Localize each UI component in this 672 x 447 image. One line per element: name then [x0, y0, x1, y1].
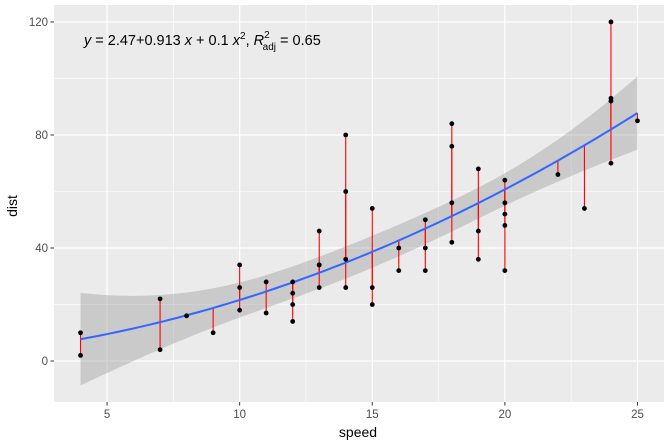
- y-tick-label: 80: [35, 130, 48, 142]
- regression-equation: y = 2.47+0.913 x + 0.1 x2, R2 adj = 0.65: [83, 30, 321, 53]
- data-point: [343, 285, 349, 290]
- data-point: [263, 279, 269, 285]
- data-point: [237, 307, 243, 313]
- data-point: [343, 189, 349, 194]
- data-point: [369, 206, 375, 211]
- plot-panel: [54, 5, 664, 402]
- data-point: [422, 217, 428, 223]
- data-point: [475, 228, 481, 234]
- data-point: [369, 285, 375, 290]
- data-point: [316, 228, 322, 234]
- data-point: [237, 262, 243, 268]
- data-point: [608, 95, 614, 101]
- data-point: [422, 268, 428, 274]
- eq-x-var2: x: [232, 33, 241, 49]
- y-tick-label: 0: [42, 356, 48, 368]
- data-point: [608, 160, 614, 166]
- data-point: [449, 200, 455, 206]
- eq-plus: + 0.1: [192, 33, 233, 49]
- data-point: [184, 313, 190, 319]
- y-axis-ticks: 0 40 80 120: [29, 17, 54, 368]
- eq-r-sub: adj: [263, 42, 276, 53]
- x-axis-title: speed: [339, 424, 377, 440]
- data-point: [157, 296, 163, 302]
- data-point: [502, 211, 508, 217]
- residual-lines: [79, 21, 639, 356]
- data-point: [475, 256, 481, 262]
- data-point: [502, 177, 508, 183]
- data-point: [316, 285, 322, 290]
- data-point: [475, 166, 481, 172]
- eq-main: = 2.47+0.913: [91, 33, 185, 49]
- x-tick-label: 15: [366, 409, 379, 421]
- data-point: [263, 310, 269, 316]
- data-point: [449, 121, 455, 127]
- eq-r-power: 2: [264, 30, 270, 41]
- eq-r-value: = 0.65: [276, 33, 321, 49]
- data-point: [635, 118, 640, 124]
- data-point: [555, 172, 561, 177]
- data-point: [78, 352, 83, 358]
- eq-y-var: y: [83, 33, 92, 49]
- data-point: [608, 19, 614, 25]
- eq-x-var: x: [184, 33, 193, 49]
- minor-gridlines: [54, 5, 664, 402]
- data-point: [157, 347, 163, 353]
- data-points: [78, 19, 640, 358]
- data-point: [343, 256, 349, 262]
- x-tick-label: 10: [233, 409, 246, 421]
- data-point: [449, 239, 455, 245]
- y-tick-label: 120: [29, 17, 48, 29]
- data-point: [582, 206, 587, 211]
- data-point: [449, 143, 455, 149]
- data-point: [210, 330, 216, 336]
- x-tick-label: 5: [104, 409, 110, 421]
- data-point: [422, 245, 428, 251]
- confidence-band: [80, 76, 638, 386]
- data-point: [290, 290, 296, 296]
- fitted-curve: [80, 112, 639, 341]
- data-point: [396, 268, 402, 274]
- data-point: [369, 302, 375, 307]
- data-point: [502, 222, 508, 228]
- data-point: [502, 268, 508, 274]
- data-point: [237, 285, 243, 290]
- x-tick-label: 25: [631, 409, 644, 421]
- data-point: [290, 319, 296, 324]
- data-point: [290, 302, 296, 307]
- eq-x-power: 2: [240, 31, 246, 42]
- data-point: [396, 245, 402, 251]
- eq-sep: ,: [246, 33, 254, 49]
- data-point: [316, 262, 322, 268]
- data-point: [78, 330, 83, 336]
- x-axis-ticks: 5 10 15 20 25: [104, 402, 644, 421]
- data-point: [290, 279, 296, 285]
- x-tick-label: 20: [498, 409, 511, 421]
- eq-r-var: R: [254, 33, 265, 49]
- y-axis-title: dist: [4, 195, 20, 217]
- y-tick-label: 40: [35, 243, 48, 255]
- data-point: [502, 200, 508, 206]
- data-point: [343, 132, 349, 138]
